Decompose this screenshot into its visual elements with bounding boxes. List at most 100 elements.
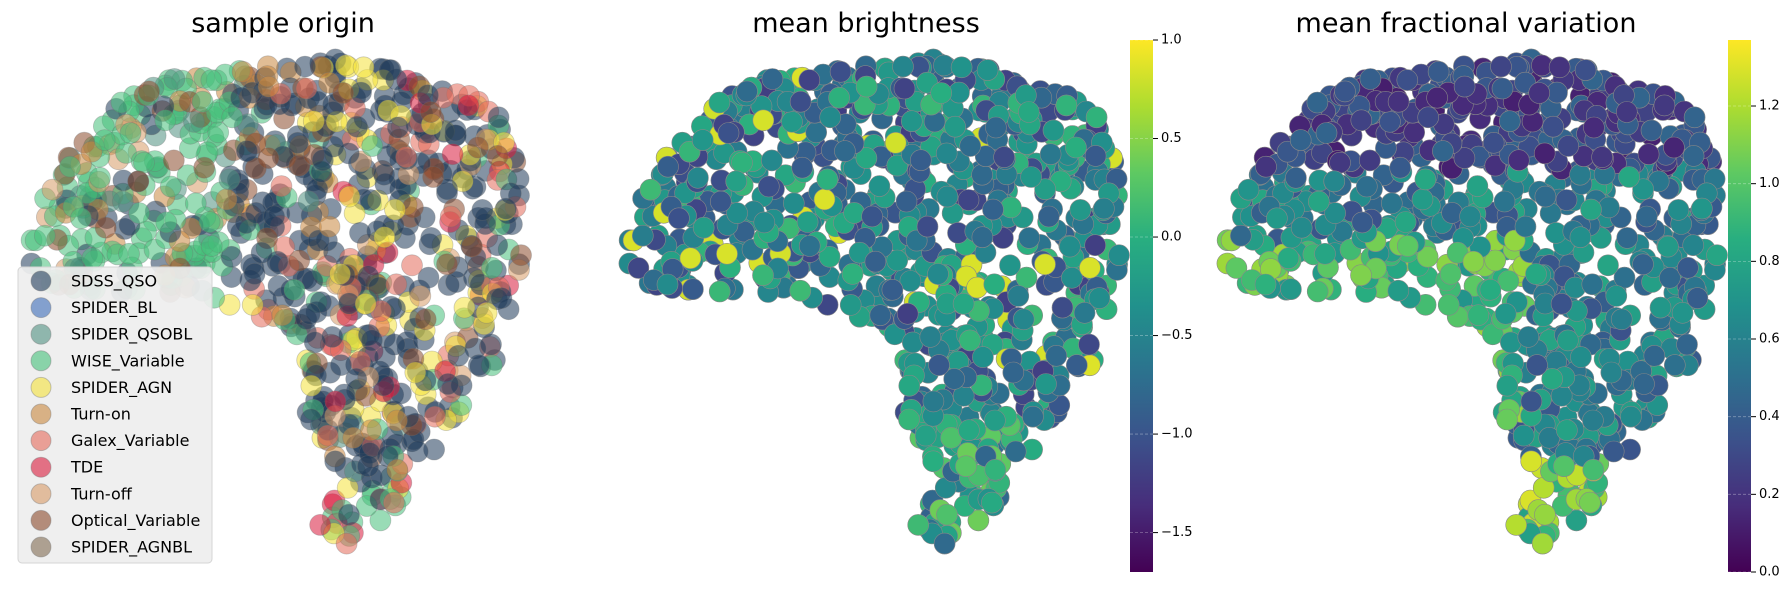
scatter-point (386, 116, 409, 139)
scatter-point (1034, 253, 1056, 276)
scatter-point (298, 302, 321, 325)
scatter-point (385, 409, 408, 432)
scatter-point (384, 198, 406, 221)
scatter-point (1534, 185, 1557, 208)
legend-label: SDSS_QSO (71, 272, 157, 292)
scatter-point (1484, 249, 1506, 272)
scatter-point (354, 292, 377, 315)
legend-entry: SPIDER_AGNBL (30, 536, 192, 558)
scatter-point (1308, 190, 1330, 213)
scatter-point (404, 361, 427, 384)
scatter-point (359, 189, 382, 211)
scatter-point (1605, 285, 1628, 307)
scatter-point (1640, 119, 1663, 142)
scatter-point (245, 201, 268, 224)
legend-entry: TDE (30, 456, 103, 478)
scatter-point (971, 226, 994, 248)
scatter-point (1079, 256, 1101, 279)
scatter-point (480, 333, 502, 356)
scatter-point (893, 77, 916, 100)
scatter-point (1230, 224, 1252, 247)
legend-marker (30, 430, 52, 452)
scatter-point (1505, 514, 1527, 536)
scatter-point (191, 90, 214, 113)
scatter-point (855, 147, 878, 169)
points-mean-brightness (618, 48, 1130, 555)
colorbar-tick-label: 1.2 (1759, 99, 1780, 114)
scatter-point (1387, 90, 1410, 113)
scatter-point (1290, 216, 1313, 239)
scatter-point (127, 170, 150, 193)
scatter-point (1323, 170, 1346, 193)
scatter-point (757, 175, 780, 198)
scatter-point (1613, 266, 1636, 289)
colorbar-tick-label: −1.0 (1161, 427, 1193, 442)
scatter-point (480, 256, 503, 279)
scatter-point (1018, 101, 1040, 123)
scatter-point (1517, 326, 1540, 348)
scatter-point (294, 55, 316, 78)
scatter-point (950, 56, 973, 79)
scatter-point (1550, 292, 1573, 315)
scatter-point (369, 509, 392, 532)
legend-label: SPIDER_AGN (71, 378, 172, 398)
scatter-point (1020, 166, 1042, 188)
scatter-point (1542, 115, 1564, 138)
legend-marker (30, 483, 52, 505)
scatter-point (1088, 287, 1111, 309)
scatter-point (357, 455, 379, 478)
legend-marker (30, 376, 52, 398)
scatter-point (1108, 244, 1130, 266)
scatter-point (1394, 211, 1417, 233)
legend-label: SPIDER_QSOBL (71, 325, 192, 345)
colorbar-tick-label: −0.5 (1161, 328, 1193, 343)
scatter-point (1553, 455, 1575, 478)
scatter-point (1520, 450, 1542, 473)
scatter-point (1514, 215, 1537, 238)
scatter-point (679, 247, 702, 270)
scatter-point (1534, 503, 1556, 526)
scatter-point (155, 211, 178, 234)
scatter-point (884, 132, 907, 154)
scatter-point (59, 155, 81, 178)
scatter-point (993, 146, 1015, 168)
panel-sample-origin: sample origin SDSS_QSO SPIDER_BL SPIDER_QS… (17, 8, 532, 564)
scatter-point (981, 491, 1003, 514)
scatter-point (285, 323, 308, 346)
scatter-point (1417, 106, 1439, 129)
scatter-point (93, 129, 116, 152)
scatter-point (373, 226, 396, 249)
scatter-point (288, 249, 311, 272)
scatter-point (1491, 77, 1514, 100)
scatter-point (359, 419, 382, 442)
scatter-point (414, 308, 437, 331)
legend-label: SPIDER_BL (71, 298, 157, 318)
scatter-point (335, 532, 358, 555)
scatter-point (958, 419, 980, 442)
scatter-point (1416, 245, 1439, 268)
scatter-point (422, 166, 445, 188)
scatter-point (231, 60, 254, 83)
scatter-point (316, 424, 339, 447)
scatter-point (976, 59, 999, 81)
scatter-point (1691, 197, 1713, 220)
scatter-point (1069, 199, 1092, 221)
colorbar-tick-label: 0.0 (1161, 230, 1182, 245)
legend-entry: Turn-on (30, 403, 131, 425)
scatter-point (1557, 329, 1579, 352)
scatter-point (813, 188, 836, 211)
scatter-point (899, 270, 922, 292)
scatter-point (266, 250, 289, 273)
scatter-point (725, 170, 748, 193)
scatter-point (1285, 167, 1307, 189)
scatter-point (881, 278, 904, 301)
scatter-point (1664, 354, 1686, 376)
scatter-point (1574, 59, 1597, 81)
scatter-point (510, 244, 532, 267)
scatter-point (1078, 333, 1100, 356)
scatter-point (1663, 136, 1685, 159)
scatter-point (318, 215, 341, 238)
scatter-point (1414, 168, 1437, 191)
scatter-point (467, 354, 490, 377)
scatter-point (373, 163, 396, 186)
